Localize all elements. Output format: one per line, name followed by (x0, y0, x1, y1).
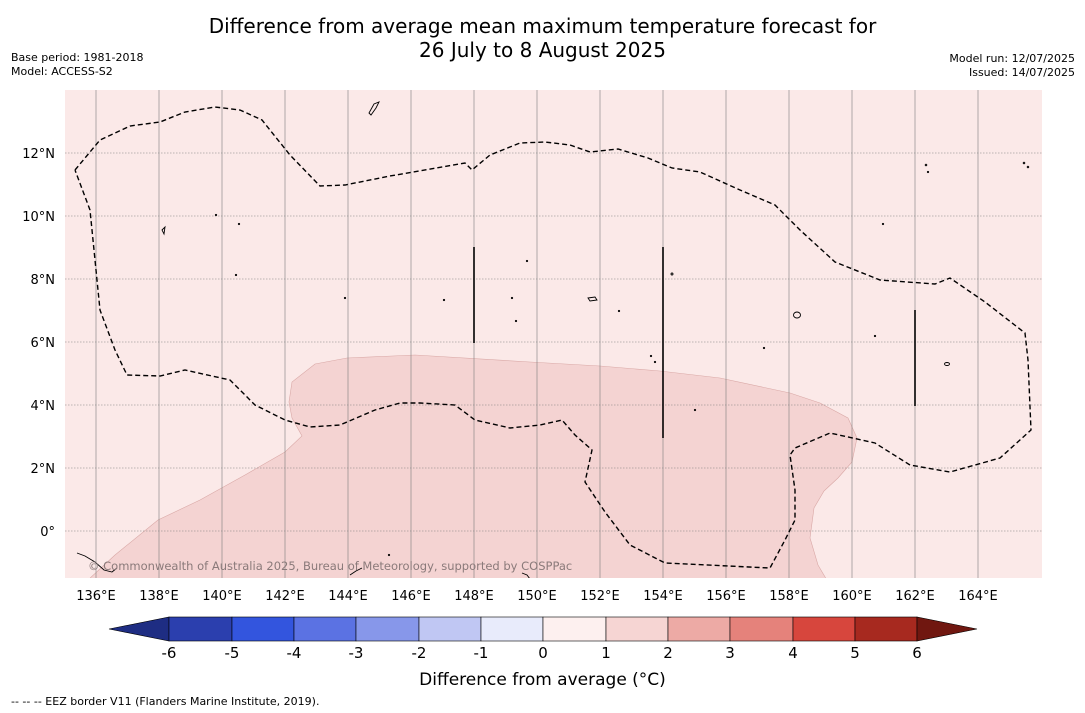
lat-label: 2°N (31, 462, 56, 477)
lon-label: 160°E (832, 589, 872, 604)
colorbar-bin (418, 616, 482, 642)
model-info: Base period: 1981-2018 Model: ACCESS-S2 (11, 51, 143, 79)
colorbar-bin (480, 616, 544, 642)
colorbar-tick: 5 (850, 644, 860, 662)
colorbar-bin (792, 616, 856, 642)
colorbar-ticks: -6 -5 -4 -3 -2 -1 0 1 2 3 4 5 6 (162, 644, 922, 662)
issued-date: Issued: 14/07/2025 (968, 66, 1075, 79)
eez-border (74, 106, 1032, 569)
base-period: Base period: 1981-2018 (11, 51, 144, 64)
lat-label: 0° (40, 525, 55, 540)
colorbar-label: Difference from average (°C) (419, 670, 666, 690)
colorbar-tick: -3 (349, 644, 364, 662)
lat-label: 12°N (22, 147, 55, 162)
title-line-2: 26 July to 8 August 2025 (419, 38, 666, 62)
lon-label: 146°E (391, 589, 431, 604)
colorbar-tick: -6 (162, 644, 177, 662)
latitude-labels: 12°N 10°N 8°N 6°N 4°N 2°N 0° (22, 147, 55, 540)
lon-label: 138°E (139, 589, 179, 604)
lon-label: 156°E (706, 589, 746, 604)
colorbar-bin (667, 616, 731, 642)
lon-label: 136°E (76, 589, 116, 604)
colorbar-tick: 3 (725, 644, 735, 662)
colorbar-tick: -1 (474, 644, 489, 662)
longitude-labels: 136°E 138°E 140°E 142°E 144°E 146°E 148°… (76, 589, 998, 604)
colorbar-tick: -5 (225, 644, 240, 662)
colorbar-bin (231, 616, 295, 642)
colorbar-bin (355, 616, 420, 642)
colorbar-bin (605, 616, 669, 642)
lon-label: 152°E (580, 589, 620, 604)
colorbar-tick: 2 (663, 644, 673, 662)
lon-label: 154°E (643, 589, 683, 604)
colorbar-tick: 6 (912, 644, 922, 662)
footnote: -- -- -- EEZ border V11 (Flanders Marine… (11, 695, 320, 708)
lat-label: 8°N (31, 273, 56, 288)
map-title: Difference from average mean maximum tem… (0, 14, 1085, 62)
colorbar-arrow-low (108, 616, 170, 642)
colorbar-tick: 0 (538, 644, 548, 662)
lon-label: 150°E (517, 589, 557, 604)
colorbar-tick: -4 (287, 644, 302, 662)
lon-label: 158°E (769, 589, 809, 604)
lon-label: 140°E (202, 589, 242, 604)
model-run: Model run: 12/07/2025 (949, 52, 1075, 65)
colorbar-bin (854, 616, 918, 642)
colorbar-tick: -2 (412, 644, 427, 662)
lon-label: 164°E (958, 589, 998, 604)
lon-label: 162°E (895, 589, 935, 604)
lon-label: 148°E (454, 589, 494, 604)
colorbar-bin (729, 616, 794, 642)
lat-label: 6°N (31, 336, 56, 351)
lat-label: 4°N (31, 399, 56, 414)
lat-label: 10°N (22, 210, 55, 225)
lon-label: 142°E (265, 589, 305, 604)
colorbar (108, 616, 978, 642)
colorbar-arrow-high (916, 616, 978, 642)
islands (76, 101, 1030, 578)
boundary-lines (473, 247, 916, 438)
colorbar-tick: 4 (788, 644, 798, 662)
copyright-watermark: © Commonwealth of Australia 2025, Bureau… (88, 559, 572, 573)
colorbar-bin (542, 616, 607, 642)
model-name: Model: ACCESS-S2 (11, 65, 113, 78)
title-line-1: Difference from average mean maximum tem… (208, 14, 877, 38)
colorbar-bin (168, 616, 233, 642)
colorbar-bin (293, 616, 357, 642)
run-info: Model run: 12/07/2025 Issued: 14/07/2025 (949, 52, 1075, 80)
lon-label: 144°E (328, 589, 368, 604)
colorbar-tick: 1 (601, 644, 611, 662)
